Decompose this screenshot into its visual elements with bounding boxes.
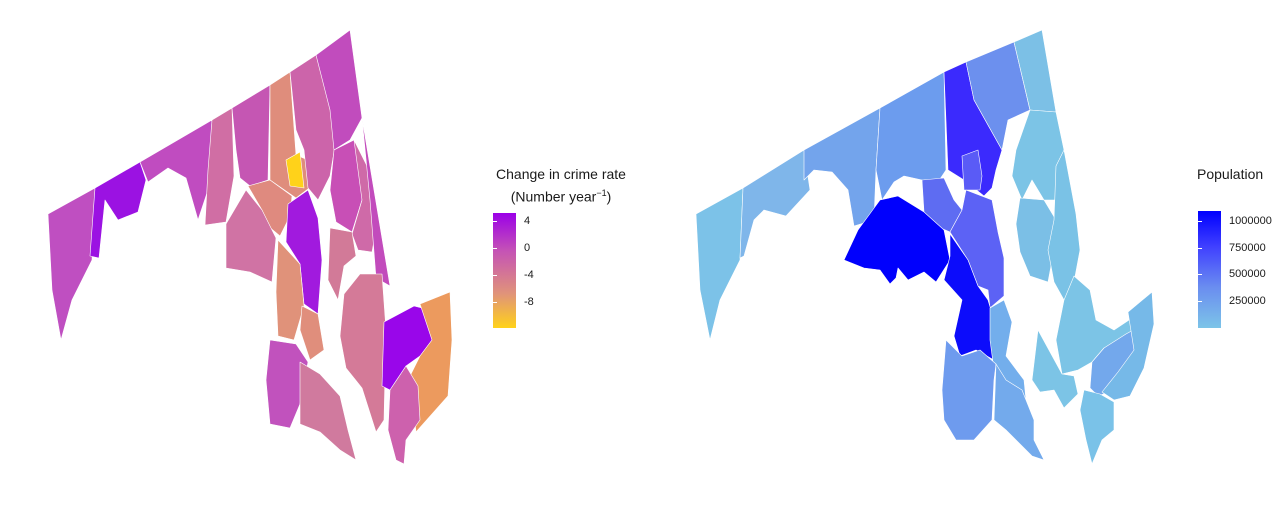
legend-title-line1: Change in crime rate: [496, 166, 626, 182]
crime-rate-map-panel: Change in crime rate (Number year−1) 4 0…: [47, 29, 636, 465]
county-region: [299, 361, 357, 461]
county-region: [387, 365, 421, 465]
county-region: [961, 149, 983, 191]
legend-tick: -4: [524, 269, 534, 281]
crime-rate-legend: Change in crime rate (Number year−1) 4 0…: [486, 166, 636, 328]
county-region: [695, 187, 744, 341]
colorbar: 1000000 750000 500000 250000: [1198, 211, 1272, 328]
county-region: [1011, 109, 1065, 201]
county-region: [225, 189, 277, 283]
county-region: [339, 273, 387, 433]
crime-rate-map: [47, 29, 453, 465]
legend-tick: 250000: [1229, 295, 1266, 307]
legend-title-line2: (Number year−1): [486, 188, 636, 205]
county-region: [315, 29, 363, 151]
county-region: [803, 107, 881, 227]
county-region: [327, 227, 357, 301]
population-legend: Population 1000000 750000 500000 250000: [1197, 166, 1287, 328]
legend-tick: 750000: [1229, 242, 1266, 254]
legend-title-close: ): [606, 188, 612, 205]
county-region: [47, 187, 96, 341]
county-region: [875, 71, 947, 201]
colorbar: 4 0 -4 -8: [493, 213, 534, 328]
population-map-panel: Population 1000000 750000 500000 250000: [644, 0, 1288, 516]
county-region: [1015, 197, 1057, 283]
county-region: [89, 161, 147, 259]
county-region: [409, 291, 453, 433]
county-region: [299, 305, 325, 361]
county-region: [941, 339, 997, 441]
legend-tick: -8: [524, 296, 534, 308]
county-region: [943, 233, 995, 361]
county-region: [275, 239, 305, 341]
legend-title: Change in crime rate (Number year−1): [486, 166, 636, 205]
legend-title-superscript: −1: [596, 188, 607, 198]
county-region: [265, 339, 309, 429]
county-region: [139, 119, 213, 221]
county-region: [1101, 291, 1155, 401]
population-map: [695, 29, 1155, 465]
county-region: [285, 151, 305, 189]
legend-tick: 500000: [1229, 268, 1266, 280]
legend-title-unit: (Number year: [510, 188, 597, 205]
county-region: [739, 149, 811, 259]
legend-tick: 0: [524, 242, 531, 254]
county-region: [231, 84, 271, 187]
county-region: [1031, 329, 1079, 409]
county-region: [949, 189, 1005, 309]
legend-tick: 4: [524, 215, 531, 227]
legend-title: Population: [1197, 166, 1264, 182]
county-region: [993, 363, 1045, 461]
legend-tick: 1000000: [1229, 215, 1272, 227]
county-region: [843, 195, 951, 285]
county-region: [1079, 389, 1115, 465]
